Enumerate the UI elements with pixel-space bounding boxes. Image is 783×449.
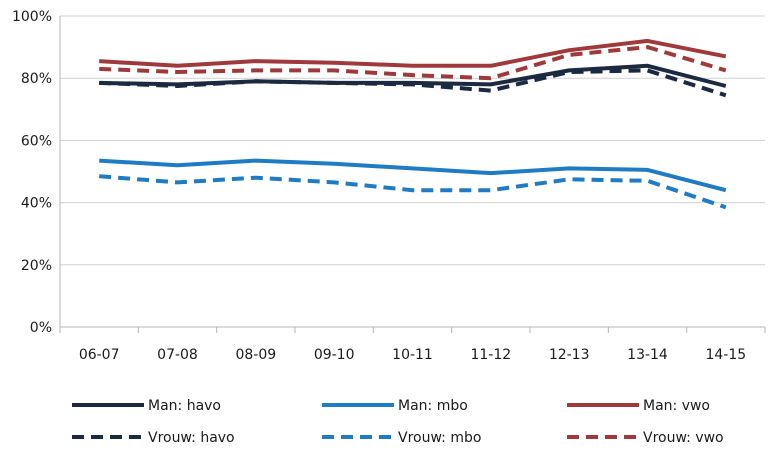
legend-item: Man: vwo	[567, 398, 710, 414]
series-line-man-mbo	[99, 158, 727, 193]
legend-item: Man: mbo	[322, 398, 468, 414]
series-line-man-vwo	[99, 38, 727, 68]
y-tick-label: 60%	[21, 133, 52, 149]
legend-item: Vrouw: mbo	[322, 430, 481, 446]
legend-item: Man: havo	[72, 398, 221, 414]
y-tick-label: 40%	[21, 196, 52, 212]
grid-lines	[60, 15, 765, 266]
x-tick-label: 08-09	[235, 347, 276, 363]
x-tick-label: 12-13	[549, 347, 590, 363]
legend: Man: havo Man: mbo Man: vwo Vrouw: havo Vrou…	[72, 398, 724, 446]
series-line-vrouw-vwo	[99, 45, 727, 81]
legend-label: Vrouw: mbo	[398, 430, 481, 446]
y-tick-labels: 0% 20% 40% 60% 80% 100%	[12, 9, 52, 336]
x-tick-label: 09-10	[314, 347, 355, 363]
legend-label: Man: havo	[148, 398, 221, 414]
series-lines	[99, 38, 727, 210]
y-tick-label: 100%	[12, 9, 52, 25]
x-tick-label: 14-15	[705, 347, 746, 363]
legend-label: Man: vwo	[643, 398, 710, 414]
legend-item: Vrouw: havo	[72, 430, 235, 446]
x-tick-label: 11-12	[470, 347, 511, 363]
y-tick-label: 0%	[30, 320, 52, 336]
x-tick-label: 10-11	[392, 347, 433, 363]
series-line-vrouw-havo	[99, 68, 727, 98]
x-tick-label: 06-07	[79, 347, 120, 363]
axes	[59, 16, 766, 333]
legend-item: Vrouw: vwo	[567, 430, 724, 446]
y-tick-label: 80%	[21, 71, 52, 87]
x-tick-label: 13-14	[627, 347, 668, 363]
y-tick-label: 20%	[21, 258, 52, 274]
legend-label: Vrouw: havo	[148, 430, 235, 446]
x-tick-labels: 06-07 07-08 08-09 09-10 10-11 11-12 12-13 13-14…	[79, 347, 746, 363]
legend-label: Man: mbo	[398, 398, 468, 414]
legend-label: Vrouw: vwo	[643, 430, 724, 446]
series-line-vrouw-mbo	[99, 174, 727, 210]
x-tick-label: 07-08	[157, 347, 198, 363]
